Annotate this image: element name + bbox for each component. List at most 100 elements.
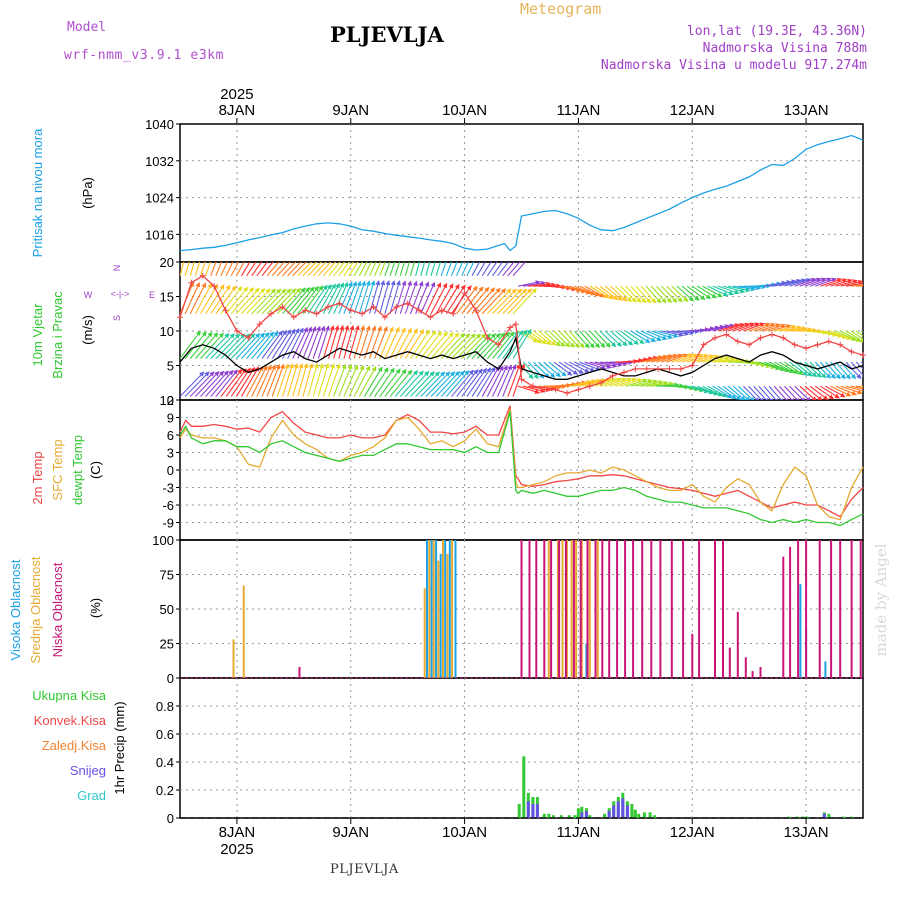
precipitation-bar-total_precip [842, 816, 846, 818]
wind-arrow [312, 283, 332, 315]
top-date-label: 11JAN [556, 102, 600, 119]
clouds-bar-high_cloud [585, 643, 588, 678]
wind-arrow [722, 285, 746, 294]
wind-arrow [794, 277, 817, 287]
wind-arrow [830, 385, 852, 397]
clouds-bar-low_cloud [543, 540, 546, 678]
wind-arrow [697, 385, 719, 396]
wind-arrow [671, 353, 694, 363]
wind-arrow [297, 262, 312, 277]
temp-unit: (C) [88, 461, 103, 479]
wind-arrow [287, 287, 311, 315]
wind-arrow [563, 361, 584, 374]
wind-arrow [799, 277, 822, 287]
wind-arrow [384, 369, 407, 397]
wind-arrow [779, 325, 802, 332]
wind-arrow [825, 385, 846, 398]
wind-arrow [230, 367, 251, 397]
wind-arrow [430, 282, 448, 315]
wind-arrow [271, 329, 292, 359]
wind-arrow [199, 262, 206, 276]
svg-text:N: N [112, 265, 122, 272]
wind-arrow [758, 361, 781, 371]
wind-arrow [251, 288, 276, 315]
wind-arrow [246, 365, 264, 397]
wind-arrow [794, 385, 812, 400]
wind-arrow [733, 322, 755, 332]
wind-arrow [225, 368, 247, 397]
wind-arrow [645, 285, 662, 304]
clouds-bar-mid_cloud [588, 540, 591, 678]
wind-arrow [651, 381, 675, 387]
wind-arrow [317, 363, 330, 397]
cloud-label-mid: Srednja Oblacnost [28, 556, 43, 663]
wind-arrow [625, 285, 642, 303]
wind-ytick-label: 5 [167, 359, 174, 374]
wind-arrow [569, 285, 592, 295]
wind-arrow [404, 370, 430, 397]
wind-arrow [328, 262, 341, 277]
wind-arrow [215, 369, 238, 397]
precipitation-bar-snow [584, 811, 588, 818]
wind-arrow [302, 362, 314, 397]
gust-marker [746, 341, 753, 348]
gust-marker [757, 334, 764, 341]
wind-arrow [645, 330, 668, 340]
wind-arrow [860, 330, 863, 334]
precipitation-bar-snow [822, 813, 826, 818]
wind-arrow [246, 288, 271, 315]
gust-marker [564, 390, 571, 397]
precipitation-bar-snow [621, 798, 625, 818]
wind-arrow [640, 380, 664, 387]
model-altitude: Nadmorska Visina u modelu 917.274m [600, 58, 867, 73]
wind-arrow [615, 330, 634, 346]
wind-arrow [856, 284, 863, 287]
wind-arrow [784, 385, 801, 400]
wind-arrow [804, 361, 822, 378]
clouds-ytick-label: 50 [160, 602, 174, 617]
wind-arrow [230, 262, 240, 277]
wind-arrow [640, 355, 664, 363]
pressure-series-pressure [179, 134, 864, 252]
bottom-year-label: 2025 [220, 841, 253, 858]
wind-arrow [200, 332, 224, 359]
wind-arrow [640, 330, 662, 341]
wind-arrow [235, 332, 261, 359]
wind-arrow [312, 362, 324, 397]
wind-arrow [435, 262, 442, 276]
wind-arrow [784, 361, 804, 375]
wind-arrow [794, 361, 813, 377]
precipitation-bar-snow [612, 805, 616, 818]
wind-arrow [579, 361, 601, 371]
precipitation-frame [179, 677, 864, 819]
wind-arrow [712, 385, 733, 399]
pressure-frame [179, 123, 864, 263]
model-label: Model [67, 20, 107, 35]
wind-arrow [732, 385, 751, 400]
clouds-bar-high_cloud [448, 540, 451, 678]
wind-arrow [297, 326, 313, 359]
wind-arrow [184, 371, 210, 397]
gust-marker [450, 310, 457, 317]
wind-arrow [323, 262, 337, 277]
top-date-label: 9JAN [332, 102, 369, 119]
clouds-ytick-label: 0 [167, 671, 174, 686]
precipitation-bar-total_precip [517, 804, 521, 818]
wind-arrow [379, 326, 394, 359]
temp-label-sfc: SFC Temp [50, 439, 65, 500]
wind-arrow [440, 370, 465, 397]
precipitation-bar-snow [616, 801, 620, 818]
wind-arrow [180, 330, 201, 359]
wind-arrow [302, 326, 317, 359]
wind-arrow [584, 330, 601, 349]
clouds-bar-mid_cloud [451, 540, 454, 678]
pressure-ytick-label: 1032 [145, 154, 174, 169]
wind-arrow [702, 324, 725, 332]
wind-arrow [692, 385, 715, 395]
wind-arrow [840, 279, 863, 287]
wind-arrow [322, 325, 335, 359]
wind-arrow [635, 330, 657, 342]
precipitation-bar-total_precip [795, 816, 799, 818]
wind-arrow [646, 380, 669, 387]
wind-arrow [789, 278, 812, 287]
